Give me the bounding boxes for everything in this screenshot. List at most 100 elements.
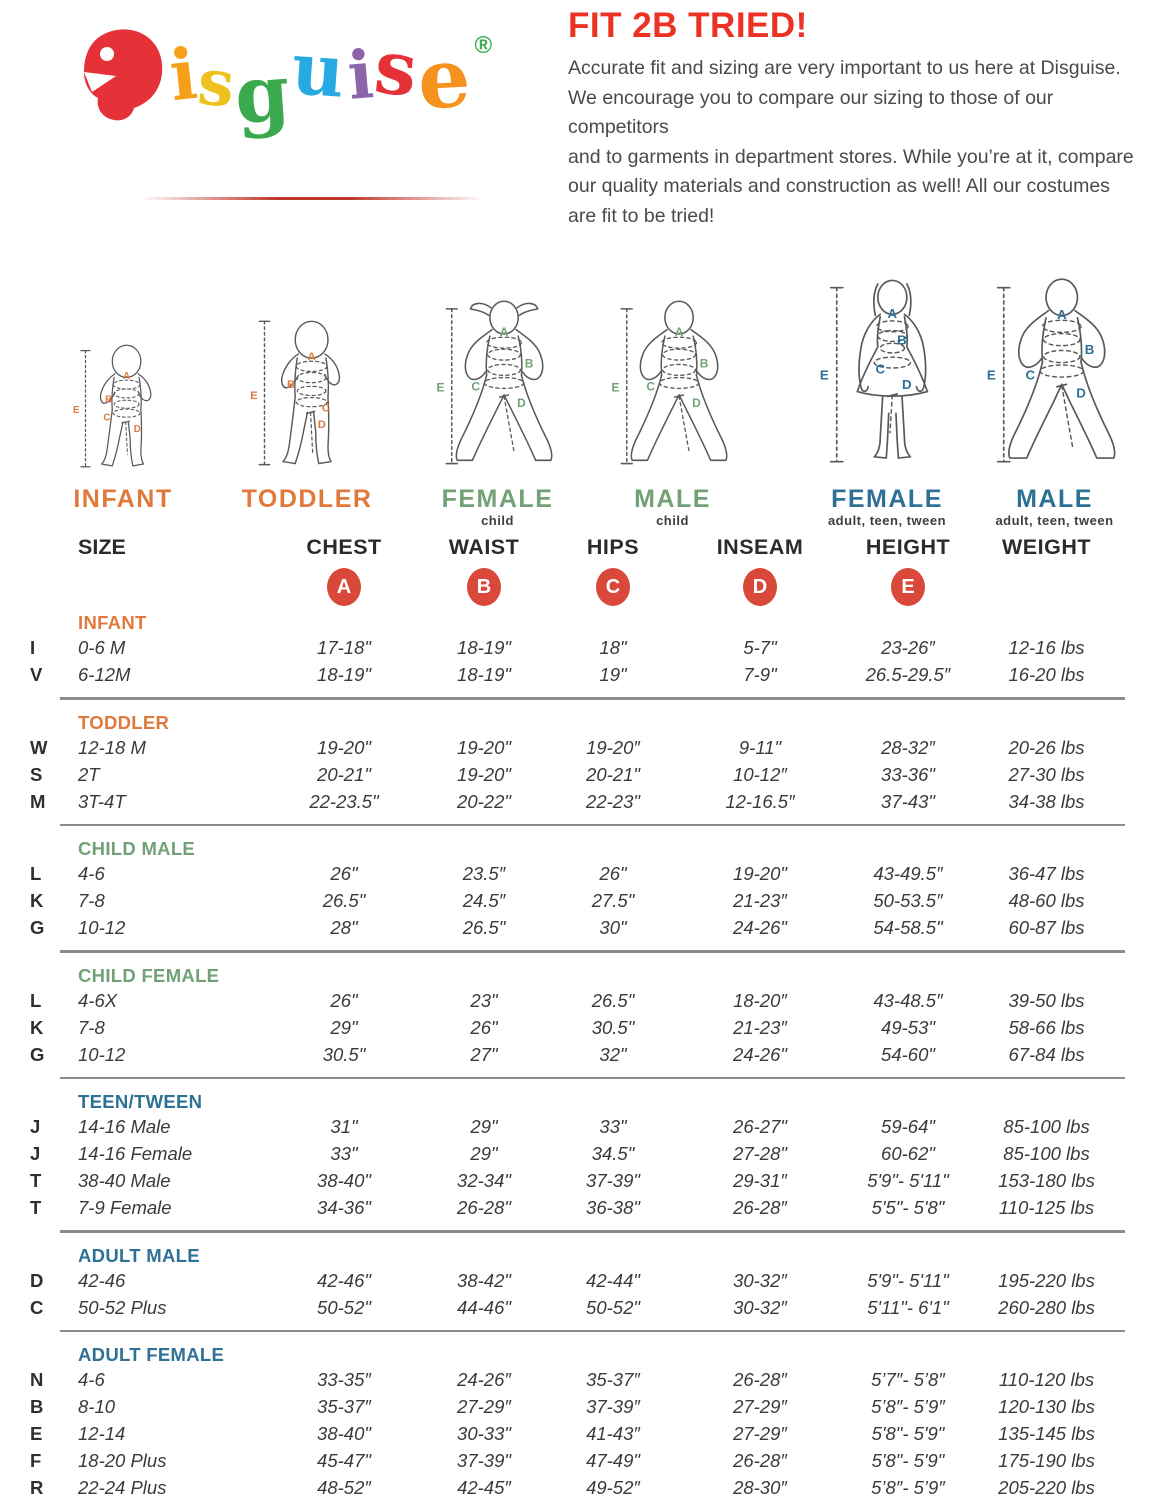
size-code: T xyxy=(30,1197,42,1218)
size-code: M xyxy=(30,790,46,812)
hips-value: 18" xyxy=(599,637,627,658)
size-label: 14-16 Female xyxy=(78,1143,193,1164)
logo-letter: e xyxy=(415,29,473,129)
table-row: J 14-16 Male 31" 29" 33" 26-27" 59-64" 85-100 l… xyxy=(0,1113,1159,1140)
waist-value: 44-46" xyxy=(457,1296,511,1318)
inseam-value: 10-12″ xyxy=(733,763,787,785)
waist-value: 19-20" xyxy=(457,763,511,785)
table-row: E 12-14 38-40" 30-33" 41-43″ 27-29″ 5'8"- 5'9"… xyxy=(0,1420,1159,1447)
height-value: 54-58.5" xyxy=(873,917,943,938)
measure-badge-e: E xyxy=(891,568,925,606)
weight-value: 120-130 lbs xyxy=(998,1396,1095,1417)
size-label: 2T xyxy=(78,763,100,785)
weight-value: 27-30 lbs xyxy=(1008,763,1085,785)
height-value: 5’8″- 5’9″ xyxy=(871,1396,945,1417)
section-heading: TODDLER xyxy=(78,711,170,733)
size-label: 6-12M xyxy=(78,664,131,685)
figure-label: FEMALE xyxy=(831,485,943,513)
size-label: 7-8 xyxy=(78,1016,105,1038)
column-header-height: HEIGHT xyxy=(865,534,951,559)
svg-text:B: B xyxy=(1085,342,1095,357)
height-value: 23-26″ xyxy=(881,637,935,658)
svg-text:D: D xyxy=(317,419,325,431)
inseam-value: 19-20" xyxy=(733,863,787,884)
chest-value: 19-20" xyxy=(317,736,371,758)
figure-sublabel: adult, teen, tween xyxy=(995,513,1114,528)
weight-value: 67-84 lbs xyxy=(1008,1043,1085,1065)
inseam-value: 30-32″ xyxy=(733,1269,787,1291)
hips-value: 26.5" xyxy=(591,989,635,1011)
svg-text:A: A xyxy=(307,351,315,363)
hips-value: 30" xyxy=(599,917,627,938)
weight-value: 110-120 lbs xyxy=(998,1369,1095,1390)
logo-d-face-icon xyxy=(84,29,163,121)
table-row: G 10-12 28" 26.5" 30" 24-26" 54-58.5" 60-87 lbs xyxy=(0,914,1159,941)
height-value: 33-36" xyxy=(881,763,935,785)
table-row: T 38-40 Male 38-40" 32-34" 37-39" 29-31″ 5'9"-… xyxy=(0,1167,1159,1194)
intro-text-line: and to garments in department stores. Wh… xyxy=(568,145,1134,168)
waist-value: 32-34" xyxy=(457,1170,511,1191)
svg-text:A: A xyxy=(887,306,897,321)
waist-value: 26-28" xyxy=(457,1197,511,1218)
inseam-value: 27-29″ xyxy=(733,1396,787,1417)
logo-letter: u xyxy=(289,25,348,114)
size-label: 50-52 Plus xyxy=(78,1296,167,1318)
figure-label: FEMALE xyxy=(441,485,554,513)
disguise-logo: i s g u i s e ® xyxy=(80,14,500,202)
male-adult-figure-icon: E A B C D xyxy=(987,278,1116,463)
size-code: R xyxy=(30,1477,44,1498)
size-label: 12-18 M xyxy=(78,736,146,758)
hips-value: 35-37″ xyxy=(586,1369,640,1390)
size-label: 7-9 Female xyxy=(78,1197,172,1218)
height-value: 5’7″- 5’8″ xyxy=(871,1369,945,1390)
table-row: V 6-12M 18-19" 18-19" 19" 7-9" 26.5-29.5″ 16-20… xyxy=(0,661,1159,688)
size-code: I xyxy=(30,637,36,658)
section-heading: ADULT MALE xyxy=(78,1244,200,1266)
chest-value: 42-46" xyxy=(317,1269,371,1291)
chest-value: 48-52″ xyxy=(317,1477,371,1498)
height-value: 43-48.5″ xyxy=(873,989,943,1011)
svg-text:E: E xyxy=(612,381,620,395)
column-header-size: SIZE xyxy=(78,534,126,559)
chest-value: 26.5" xyxy=(322,890,366,911)
size-code: N xyxy=(30,1369,44,1390)
size-code: L xyxy=(30,989,42,1011)
figure-label: TODDLER xyxy=(241,485,373,513)
registered-mark: ® xyxy=(474,32,493,59)
waist-value: 37-39" xyxy=(457,1450,511,1471)
column-header-hips: HIPS xyxy=(586,534,640,559)
size-label: 4-6X xyxy=(78,989,118,1011)
weight-value: 12-16 lbs xyxy=(1008,637,1085,658)
hips-value: 20-21" xyxy=(586,763,640,785)
section-divider xyxy=(60,950,1125,953)
size-code: C xyxy=(30,1296,44,1318)
height-value: 5'8"- 5'9" xyxy=(871,1450,945,1471)
table-header-row: SIZE CHEST WAIST HIPS INSEAM HEIGHT WEIG… xyxy=(0,530,1159,564)
chest-value: 50-52" xyxy=(317,1296,371,1318)
hips-value: 34.5" xyxy=(591,1143,635,1164)
height-value: 37-43" xyxy=(881,790,935,812)
size-label: 42-46 xyxy=(78,1269,126,1291)
height-value: 5'9"- 5'11" xyxy=(867,1170,949,1191)
waist-value: 26.5" xyxy=(462,917,506,938)
size-code: B xyxy=(30,1396,44,1417)
figure-sublabel: child xyxy=(481,513,514,528)
inseam-value: 21-23″ xyxy=(733,1016,787,1038)
intro-text-line: are fit to be tried! xyxy=(568,204,715,227)
weight-value: 85-100 lbs xyxy=(1003,1143,1090,1164)
height-value: 54-60" xyxy=(881,1043,935,1065)
size-label: 7-8 xyxy=(78,890,105,911)
waist-value: 29" xyxy=(470,1116,498,1137)
size-label: 4-6 xyxy=(78,863,105,884)
size-code: K xyxy=(30,890,44,911)
section-heading: ADULT FEMALE xyxy=(78,1344,225,1365)
waist-value: 27" xyxy=(470,1043,498,1065)
section-divider xyxy=(60,1230,1125,1233)
chest-value: 33" xyxy=(330,1143,358,1164)
figure-label: INFANT xyxy=(73,485,173,513)
size-code: S xyxy=(30,763,43,785)
size-code: L xyxy=(30,863,42,884)
size-label: 12-14 xyxy=(78,1423,126,1444)
size-code: T xyxy=(30,1170,42,1191)
inseam-value: 28-30″ xyxy=(733,1477,787,1498)
